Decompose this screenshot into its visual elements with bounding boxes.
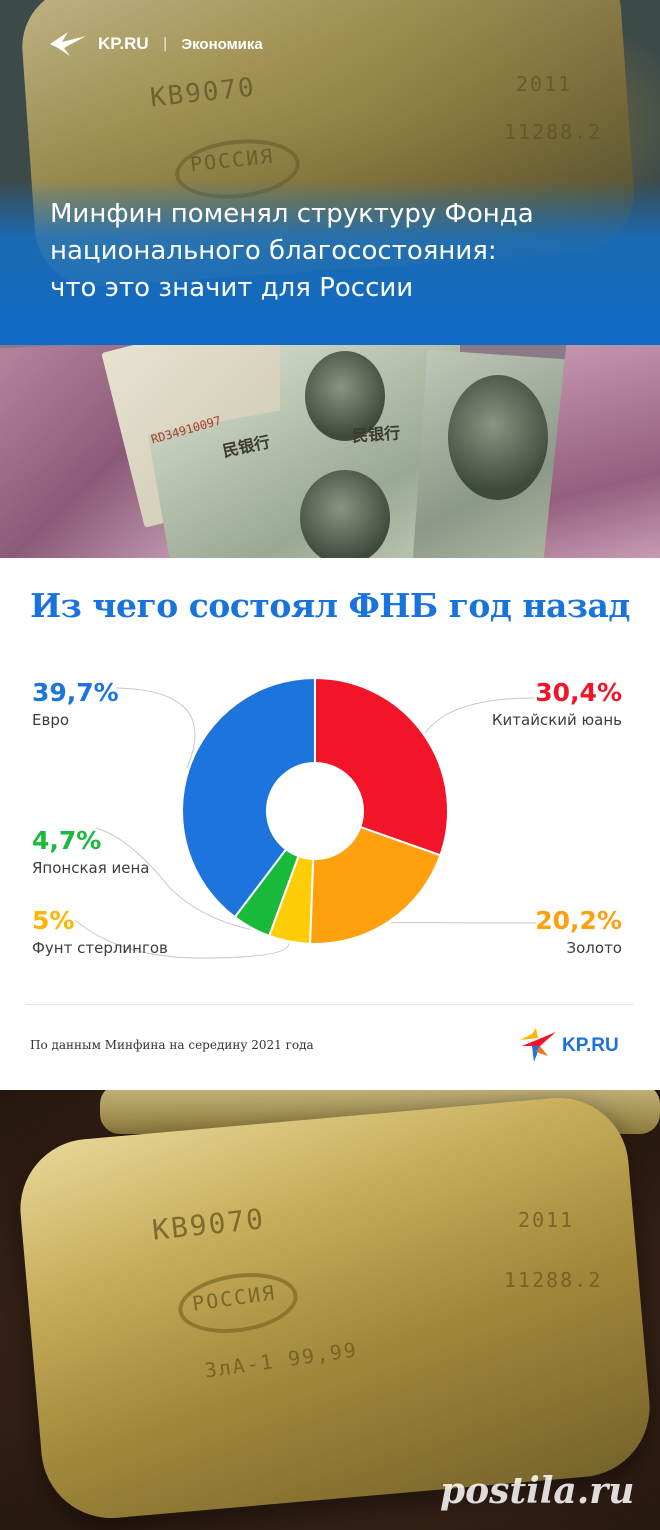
kp-logo-text: KP.RU bbox=[562, 1035, 619, 1056]
label-yuan: 30,4% Китайский юань bbox=[492, 678, 622, 732]
slice-value: 30,4% bbox=[535, 678, 622, 707]
banknote-text: 民银行 bbox=[351, 423, 401, 446]
banknotes-image: RD34910097 民银行 民银行 bbox=[0, 345, 660, 558]
portrait bbox=[305, 351, 385, 441]
engraving-year: 2011 bbox=[516, 72, 573, 96]
engraving-number: 11288.2 bbox=[504, 1268, 603, 1292]
label-euro: 39,7% Евро bbox=[32, 678, 119, 732]
divider bbox=[26, 1004, 634, 1005]
kp-bird-icon bbox=[520, 1028, 556, 1062]
slice-value: 5% bbox=[32, 906, 75, 935]
kp-logo-text[interactable]: KP.RU bbox=[98, 34, 149, 53]
portrait bbox=[300, 470, 390, 558]
chart-section: Из чего состоял ФНБ год назад 39,7% Евро… bbox=[0, 558, 660, 1090]
headline-line: Минфин поменял структуру Фонда bbox=[50, 199, 534, 229]
engraving-year: 2011 bbox=[518, 1208, 575, 1232]
header-brand: KP.RU | Экономика bbox=[48, 30, 263, 58]
donut-hole bbox=[267, 763, 363, 859]
leader-line bbox=[95, 827, 251, 930]
gold-bar bbox=[14, 1092, 656, 1524]
kp-footer-logo[interactable]: KP.RU bbox=[518, 1026, 619, 1066]
slice-value: 4,7% bbox=[32, 826, 102, 855]
slice-label: Фунт стерлингов bbox=[32, 939, 168, 957]
blue-overlay bbox=[0, 180, 660, 345]
slice-label: Евро bbox=[32, 711, 70, 729]
hero-image: KB9070 РОССИЯ 2011 11288.2 KP.RU | Эконо… bbox=[0, 0, 660, 345]
headline-line: что это значит для России bbox=[50, 273, 414, 303]
watermark: postila.ru bbox=[440, 1470, 635, 1512]
leader-line bbox=[424, 697, 535, 734]
header-separator: | bbox=[162, 36, 168, 52]
leader-line bbox=[74, 919, 290, 959]
slice-value: 20,2% bbox=[535, 906, 622, 935]
engraving-number: 11288.2 bbox=[504, 120, 603, 144]
chart-source: По данным Минфина на середину 2021 года bbox=[30, 1038, 314, 1052]
slice-label: Японская иена bbox=[32, 859, 150, 877]
headline-line: национального благосостояния: bbox=[50, 236, 497, 266]
section-link[interactable]: Экономика bbox=[181, 35, 263, 53]
label-yen: 4,7% Японская иена bbox=[32, 826, 149, 880]
slice-label: Китайский юань bbox=[491, 711, 622, 729]
gold-bar-photo: KB9070 РОССИЯ 2011 11288.2 ЗлА-1 99,99 bbox=[0, 1090, 660, 1530]
donut-chart bbox=[74, 676, 537, 959]
slice-label: Золото bbox=[566, 939, 622, 957]
label-gold: 20,2% Золото bbox=[535, 906, 622, 960]
leader-line bbox=[115, 687, 196, 769]
portrait bbox=[448, 375, 548, 500]
slice-value: 39,7% bbox=[32, 678, 119, 707]
kp-bird-icon bbox=[50, 32, 86, 56]
label-pound: 5% Фунт стерлингов bbox=[32, 906, 168, 960]
article-headline: Минфин поменял структуру Фонда националь… bbox=[50, 196, 640, 307]
chart-title: Из чего состоял ФНБ год назад bbox=[30, 586, 630, 625]
